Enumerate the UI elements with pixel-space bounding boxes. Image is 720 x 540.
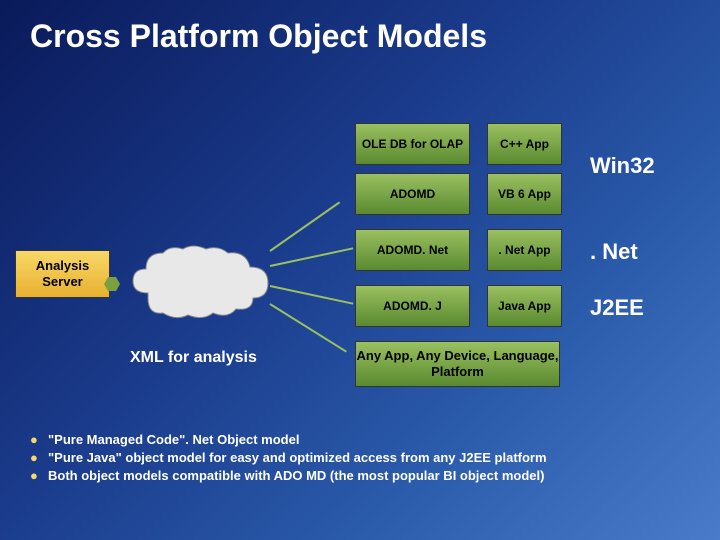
- connector-line: [269, 303, 346, 352]
- bullet-item: "Pure Managed Code". Net Object model: [30, 432, 547, 447]
- xml-for-analysis-label: XML for analysis: [130, 349, 257, 367]
- platform-label-j2ee: J2EE: [590, 295, 644, 321]
- connector-line: [269, 201, 340, 251]
- box-oledb-olap: OLE DB for OLAP: [355, 123, 470, 165]
- platform-label-net: . Net: [590, 239, 638, 265]
- box-adomd-j: ADOMD. J: [355, 285, 470, 327]
- box-cpp-app: C++ App: [487, 123, 562, 165]
- bullet-item: "Pure Java" object model for easy and op…: [30, 450, 547, 465]
- cloud-icon: [128, 243, 273, 321]
- bullet-list: "Pure Managed Code". Net Object model "P…: [30, 432, 547, 486]
- analysis-server-box: Analysis Server: [15, 250, 110, 298]
- bullet-item: Both object models compatible with ADO M…: [30, 468, 547, 483]
- analysis-server-label: Analysis Server: [16, 258, 109, 289]
- connector-line: [270, 285, 354, 305]
- box-adomd-net: ADOMD. Net: [355, 229, 470, 271]
- box-adomd: ADOMD: [355, 173, 470, 215]
- box-vb6-app: VB 6 App: [487, 173, 562, 215]
- diagram-area: Analysis Server XML for analysis OLE DB …: [0, 55, 720, 415]
- box-any-app: Any App, Any Device, Language, Platform: [355, 341, 560, 387]
- connector-line: [270, 247, 354, 267]
- slide-title: Cross Platform Object Models: [0, 0, 720, 55]
- box-java-app: Java App: [487, 285, 562, 327]
- platform-label-win32: Win32: [590, 153, 655, 179]
- box-net-app: . Net App: [487, 229, 562, 271]
